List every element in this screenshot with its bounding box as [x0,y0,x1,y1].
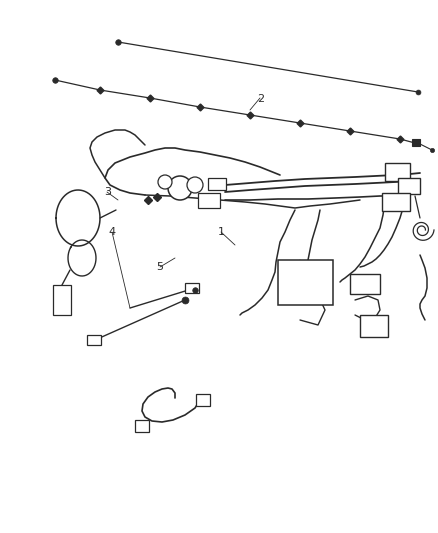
Bar [360,315,388,337]
Text: 4: 4 [108,227,115,237]
Bar [196,394,210,406]
Bar [382,193,410,211]
Bar [135,420,149,432]
Bar [398,178,420,194]
Text: 1: 1 [218,227,225,237]
Bar [278,260,333,305]
Circle shape [158,175,172,189]
Circle shape [187,177,203,193]
Circle shape [168,176,192,200]
Bar [185,283,199,293]
Text: 3: 3 [104,187,111,197]
Bar [208,178,226,190]
Text: 2: 2 [257,94,264,103]
Bar [198,193,220,208]
Bar [53,285,71,315]
Bar [350,274,380,294]
Text: 5: 5 [156,262,163,271]
Bar [87,335,101,345]
Bar [385,163,410,181]
Text: 6: 6 [290,267,297,277]
Bar [412,139,420,146]
